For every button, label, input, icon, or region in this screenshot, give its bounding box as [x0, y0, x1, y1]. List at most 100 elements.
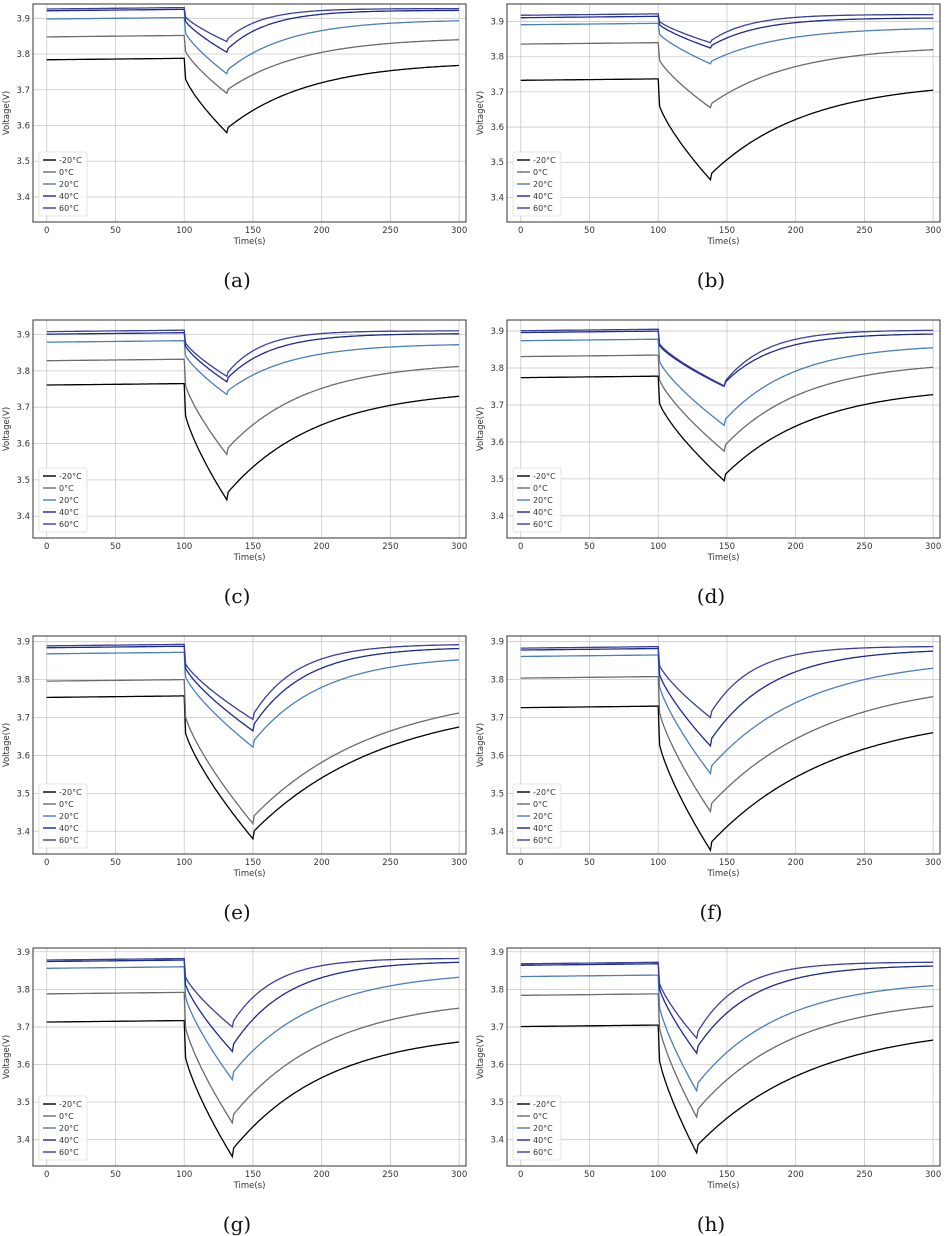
legend-label: 20°C: [59, 180, 79, 189]
legend-label: 0°C: [59, 800, 74, 809]
panel-caption: (g): [222, 1212, 252, 1236]
x-tick-label: 100: [650, 1170, 666, 1180]
y-tick-label: 3.8: [16, 985, 30, 995]
legend-box: [38, 783, 88, 849]
y-tick-label: 3.5: [490, 475, 504, 485]
x-tick-label: 200: [788, 226, 804, 236]
y-tick-label: 3.7: [490, 1023, 504, 1033]
series-line-0: [46, 695, 460, 841]
series-line-2: [520, 974, 934, 1093]
x-axis-label: Time(s): [707, 1181, 740, 1191]
series-line-1: [46, 991, 460, 1125]
series-line-1: [46, 678, 460, 826]
y-tick-label: 3.6: [490, 751, 504, 761]
x-tick-label: 100: [176, 542, 192, 552]
chart-panel-1: 0 50 100 150 200 250 300 3.4 3.5 3.6 3.7 3.8 3.9 Time…: [0, 0, 474, 292]
y-axis-label: Voltage(V): [476, 723, 486, 767]
series-line-2: [520, 338, 934, 427]
y-tick-label: 3.7: [490, 401, 504, 411]
x-axis-label: Time(s): [707, 553, 740, 563]
x-tick-label: 300: [925, 1170, 941, 1180]
legend-label: 40°C: [59, 1136, 79, 1145]
x-tick-label: 50: [110, 542, 121, 552]
y-axis-label: Voltage(V): [2, 407, 12, 451]
series-line-2: [46, 340, 460, 396]
series-line-0: [520, 78, 934, 182]
x-tick-label: 150: [719, 542, 735, 552]
plot-frame: [32, 947, 467, 1167]
chart-panel-2: 0 50 100 150 200 250 300 3.4 3.5 3.6 3.7 3.8 3.9 Time…: [474, 0, 948, 292]
x-axis-label: Time(s): [233, 869, 266, 879]
x-tick-label: 150: [245, 542, 261, 552]
chart-svg: 0 50 100 150 200 250 300 3.4 3.5 3.6 3.7 3.8 3.9 Time…: [2, 635, 467, 879]
x-tick-label: 100: [650, 542, 666, 552]
chart-panel-5: 0 50 100 150 200 250 300 3.4 3.5 3.6 3.7 3.8 3.9 Time…: [0, 632, 474, 924]
y-tick-label: 3.7: [16, 403, 30, 413]
x-tick-label: 200: [314, 1170, 330, 1180]
x-tick-label: 250: [382, 858, 398, 868]
y-tick-label: 3.4: [490, 827, 504, 837]
x-tick-label: 150: [245, 858, 261, 868]
legend-label: 40°C: [533, 1136, 553, 1145]
series-line-2: [46, 16, 460, 75]
y-tick-label: 3.4: [490, 512, 504, 522]
x-tick-label: 200: [314, 542, 330, 552]
x-axis-label: Time(s): [233, 553, 266, 563]
y-tick-label: 3.6: [16, 122, 30, 132]
x-tick-label: 250: [856, 542, 872, 552]
panel-caption: (f): [699, 900, 723, 924]
chart-panel-7: 0 50 100 150 200 250 300 3.4 3.5 3.6 3.7 3.8 3.9 Time…: [0, 944, 474, 1236]
chart-svg: 0 50 100 150 200 250 300 3.4 3.5 3.6 3.7 3.8 3.9 Time…: [476, 635, 941, 879]
legend-label: 0°C: [533, 168, 548, 177]
series-line-3: [46, 8, 460, 54]
panel-caption: (c): [223, 584, 251, 608]
series-line-3: [46, 645, 460, 732]
y-tick-label: 3.7: [16, 1023, 30, 1033]
x-tick-label: 100: [176, 226, 192, 236]
x-tick-label: 0: [44, 858, 49, 868]
series-line-4: [46, 6, 460, 43]
legend-label: 20°C: [533, 496, 553, 505]
y-tick-label: 3.9: [490, 948, 504, 958]
x-tick-label: 100: [650, 226, 666, 236]
x-tick-label: 0: [518, 1170, 523, 1180]
y-tick-label: 3.4: [16, 1136, 30, 1146]
x-tick-label: 250: [382, 1170, 398, 1180]
legend-label: 0°C: [59, 168, 74, 177]
panel-caption: (b): [696, 268, 726, 292]
chart-svg: 0 50 100 150 200 250 300 3.4 3.5 3.6 3.7 3.8 3.9 Time…: [2, 319, 467, 563]
x-tick-label: 100: [650, 858, 666, 868]
y-tick-label: 3.9: [490, 638, 504, 648]
legend-label: 60°C: [533, 1148, 553, 1157]
x-tick-label: 300: [451, 858, 467, 868]
x-tick-label: 100: [176, 858, 192, 868]
legend-label: 0°C: [533, 800, 548, 809]
series-line-3: [520, 647, 934, 748]
x-tick-label: 150: [719, 1170, 735, 1180]
y-tick-label: 3.7: [16, 86, 30, 96]
legend-label: 40°C: [533, 192, 553, 201]
series-line-3: [46, 332, 460, 383]
x-tick-label: 300: [451, 542, 467, 552]
x-tick-label: 0: [44, 1170, 49, 1180]
legend-label: -20°C: [59, 788, 82, 797]
x-tick-label: 200: [788, 858, 804, 868]
x-tick-label: 50: [584, 226, 595, 236]
y-tick-label: 3.9: [16, 638, 30, 648]
x-tick-label: 150: [245, 226, 261, 236]
x-tick-label: 250: [382, 542, 398, 552]
y-tick-label: 3.6: [16, 751, 30, 761]
series-line-3: [520, 15, 934, 49]
legend-label: 20°C: [533, 1124, 553, 1133]
series-line-3: [46, 959, 460, 1053]
y-axis-label: Voltage(V): [476, 1035, 486, 1079]
x-tick-label: 200: [788, 542, 804, 552]
legend-label: 60°C: [59, 204, 79, 213]
chart-svg: 0 50 100 150 200 250 300 3.4 3.5 3.6 3.7 3.8 3.9 Time…: [2, 947, 467, 1191]
plot-frame: [32, 3, 467, 223]
y-tick-label: 3.6: [490, 123, 504, 133]
legend-label: -20°C: [59, 1100, 82, 1109]
legend-label: 40°C: [59, 192, 79, 201]
x-tick-label: 250: [856, 226, 872, 236]
x-axis-label: Time(s): [707, 237, 740, 247]
